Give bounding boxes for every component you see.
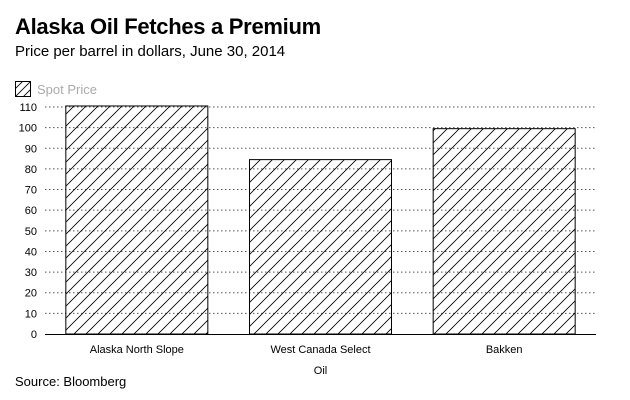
bar — [249, 159, 392, 335]
y-tick-label: 80 — [25, 164, 37, 176]
x-tick-label: Alaska North Slope — [90, 344, 184, 356]
bar — [432, 128, 576, 335]
y-tick-label: 60 — [25, 205, 37, 217]
y-tick-label: 40 — [25, 246, 37, 258]
y-tick-label: 10 — [25, 308, 37, 320]
x-tick-label: Bakken — [486, 344, 523, 356]
y-tick-label: 100 — [19, 123, 37, 135]
y-tick-label: 20 — [25, 288, 37, 300]
bar — [65, 105, 209, 335]
y-tick-label: 110 — [19, 102, 37, 114]
y-tick-label: 30 — [25, 267, 37, 279]
y-tick-label: 50 — [25, 226, 37, 238]
source-note: Source: Bloomberg — [15, 374, 127, 389]
x-axis-label: Oil — [314, 365, 327, 377]
legend: Spot Price — [15, 81, 97, 97]
legend-swatch — [15, 81, 31, 97]
y-tick-label: 0 — [31, 329, 37, 341]
legend-label: Spot Price — [37, 81, 97, 97]
y-tick-label: 70 — [25, 185, 37, 197]
x-tick-label: West Canada Select — [270, 344, 370, 356]
chart-title: Alaska Oil Fetches a Premium — [15, 14, 321, 39]
y-tick-label: 90 — [25, 143, 37, 155]
chart-subtitle: Price per barrel in dollars, June 30, 20… — [15, 43, 286, 60]
